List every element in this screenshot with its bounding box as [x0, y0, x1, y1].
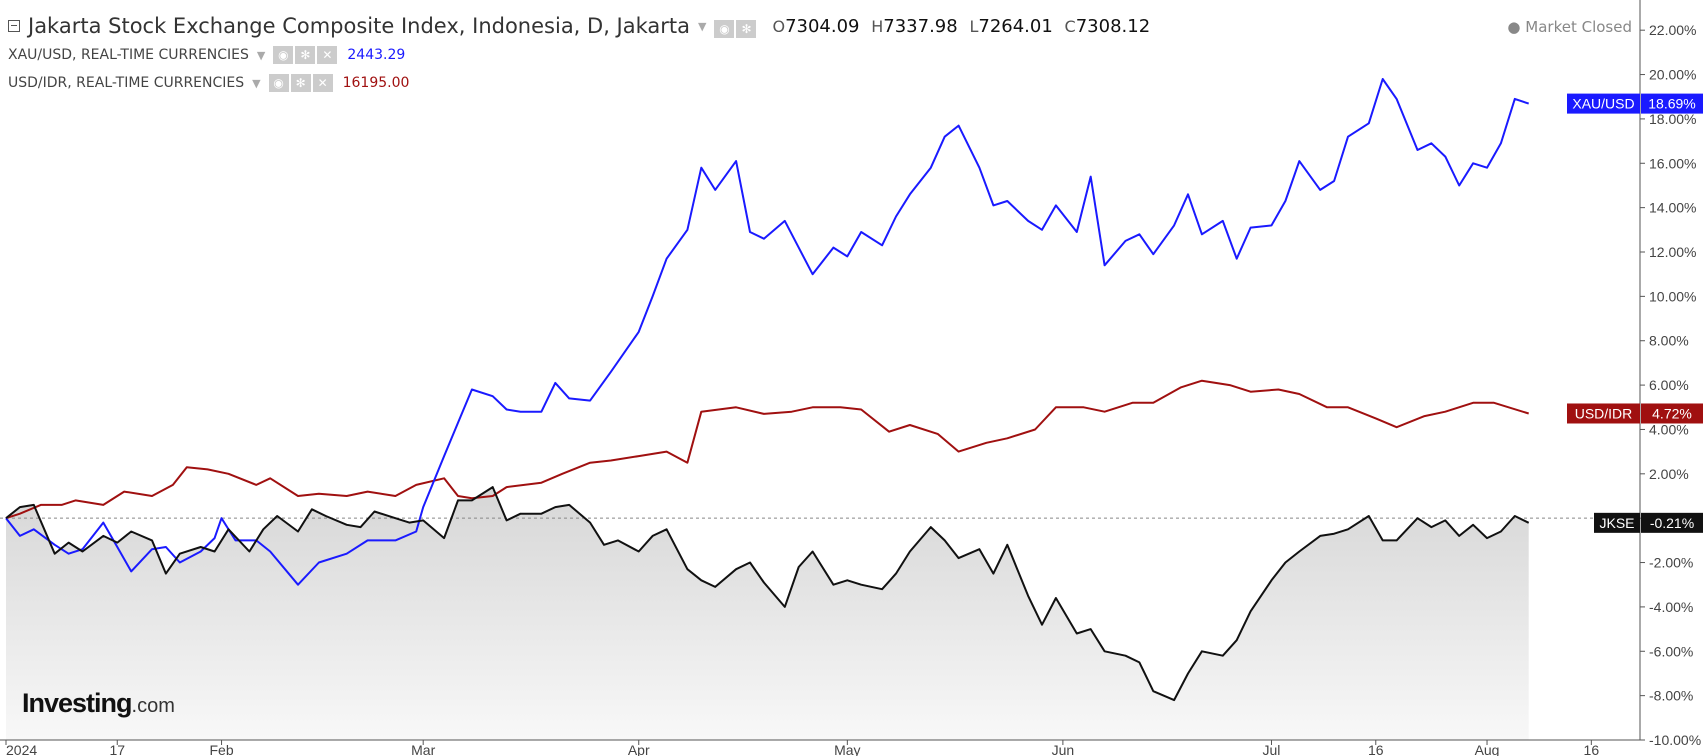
ohlc-values: O7304.09 H7337.98 L7264.01 C7308.12: [766, 16, 1150, 37]
close-icon[interactable]: ✕: [312, 74, 333, 92]
last-label-value-usd-idr: 4.72%: [1652, 405, 1692, 421]
overlay-label-xau: XAU/USD, REAL-TIME CURRENCIES: [8, 47, 249, 63]
x-tick-label: Jun: [1052, 742, 1075, 756]
overlay-value-idr: 16195.00: [342, 75, 410, 91]
eye-icon[interactable]: ◉: [714, 20, 735, 38]
overlay-icons-idr: ◉ ✻ ✕: [268, 74, 335, 92]
last-label-value-bg-jkse: [1641, 512, 1703, 533]
eye-icon[interactable]: ◉: [273, 46, 294, 64]
last-label-name-usd-idr: USD/IDR: [1575, 405, 1633, 421]
market-status: ● Market Closed: [1507, 18, 1632, 36]
ohlc-key-low: L: [969, 16, 979, 36]
last-label-name-xau-usd: XAU/USD: [1572, 96, 1634, 112]
y-tick-label: 22.00%: [1649, 22, 1696, 38]
ohlc-high: 7337.98: [883, 15, 958, 37]
y-tick-label: 12.00%: [1649, 244, 1696, 260]
x-tick-label: Mar: [411, 742, 435, 756]
x-tick-label: Aug: [1475, 742, 1500, 756]
gear-icon[interactable]: ✻: [295, 46, 316, 64]
jkse-area: [6, 487, 1529, 740]
ohlc-open: 7304.09: [785, 15, 860, 37]
y-tick-label: 4.00%: [1649, 421, 1689, 437]
overlay-row-xau: XAU/USD, REAL-TIME CURRENCIES ▼ ◉ ✻ ✕ 2443…: [8, 46, 405, 64]
header-icons: ◉ ✻: [714, 14, 758, 38]
gear-icon[interactable]: ✻: [736, 20, 757, 38]
x-tick-label: May: [834, 742, 860, 756]
chart-title: Jakarta Stock Exchange Composite Index, …: [28, 14, 691, 38]
x-tick-label: Apr: [628, 742, 650, 756]
series-line-xau-usd[interactable]: [5, 78, 1530, 586]
x-tick-label: 2024: [6, 742, 37, 756]
ohlc-key-close: C: [1064, 16, 1076, 36]
y-tick-label: 14.00%: [1649, 200, 1696, 216]
x-tick-label: 16: [1368, 742, 1384, 756]
investing-logo: Investing.com: [22, 688, 175, 719]
y-tick-label: 20.00%: [1649, 67, 1696, 83]
ohlc-key-open: O: [772, 16, 786, 36]
last-label-value-jkse: -0.21%: [1650, 515, 1694, 531]
y-tick-label: 2.00%: [1649, 466, 1689, 482]
last-label-name-jkse: JKSE: [1599, 515, 1634, 531]
overlay-row-idr: USD/IDR, REAL-TIME CURRENCIES ▼ ◉ ✻ ✕ 1619…: [8, 74, 409, 92]
last-label-value-bg-xau-usd: [1641, 93, 1703, 114]
y-tick-label: -8.00%: [1649, 688, 1693, 704]
y-tick-label: 10.00%: [1649, 288, 1696, 304]
chevron-down-icon[interactable]: ▼: [256, 48, 266, 62]
overlay-value-xau: 2443.29: [347, 47, 406, 63]
close-icon[interactable]: ✕: [317, 46, 338, 64]
y-tick-label: 6.00%: [1649, 377, 1689, 393]
logo-main: Investing: [22, 688, 133, 718]
chevron-down-icon[interactable]: ▼: [252, 76, 261, 90]
x-tick-label: 16: [1584, 742, 1600, 756]
y-tick-label: 16.00%: [1649, 155, 1696, 171]
y-tick-label: -2.00%: [1649, 555, 1693, 571]
overlay-icons-xau: ◉ ✻ ✕: [273, 46, 339, 64]
last-label-name-bg-jkse: [1594, 512, 1640, 533]
last-label-name-bg-xau-usd: [1567, 93, 1640, 114]
y-tick-label: 18.00%: [1649, 111, 1696, 127]
ohlc-key-high: H: [871, 16, 884, 36]
y-tick-label: -6.00%: [1649, 643, 1693, 659]
y-tick-label: -4.00%: [1649, 599, 1693, 615]
chart-header: Jakarta Stock Exchange Composite Index, …: [8, 14, 1150, 38]
y-tick-label: 8.00%: [1649, 333, 1689, 349]
last-label-name-bg-usd-idr: [1567, 403, 1640, 424]
eye-icon[interactable]: ◉: [268, 74, 289, 92]
overlay-label-idr: USD/IDR, REAL-TIME CURRENCIES: [8, 75, 245, 91]
x-tick-label: Jul: [1263, 742, 1281, 756]
gear-icon[interactable]: ✻: [290, 74, 311, 92]
ohlc-close: 7308.12: [1075, 15, 1151, 37]
chevron-down-icon[interactable]: ▼: [698, 19, 707, 33]
y-tick-label: -10.00%: [1649, 732, 1701, 748]
series-line-usd-idr[interactable]: [5, 379, 1529, 520]
logo-suffix: .com: [131, 695, 175, 717]
x-tick-label: Feb: [209, 742, 233, 756]
x-tick-label: 17: [109, 742, 125, 756]
last-label-value-xau-usd: 18.69%: [1648, 96, 1695, 112]
last-label-value-bg-usd-idr: [1641, 403, 1703, 424]
series-line-jkse[interactable]: [5, 486, 1530, 702]
market-status-text: Market Closed: [1525, 18, 1632, 36]
collapse-icon[interactable]: [8, 20, 20, 32]
ohlc-low: 7264.01: [978, 15, 1053, 37]
